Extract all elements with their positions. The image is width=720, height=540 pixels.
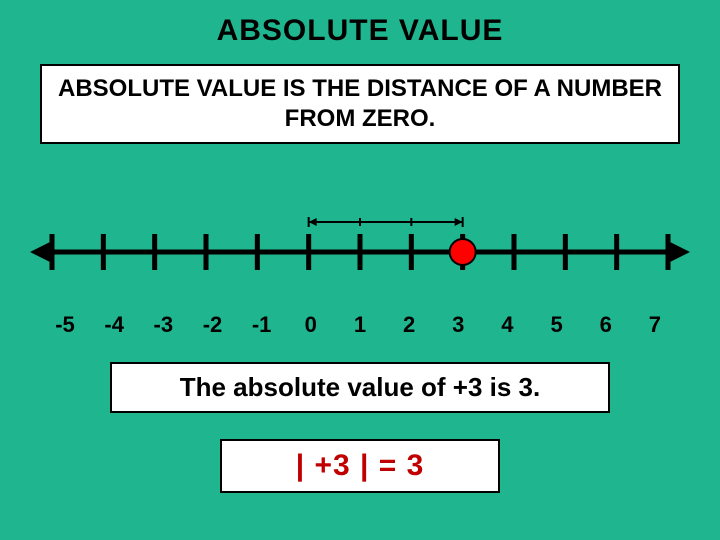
page-title: ABSOLUTE VALUE [0, 0, 720, 48]
tick-label: 5 [542, 312, 572, 338]
definition-box: ABSOLUTE VALUE IS THE DISTANCE OF A NUMB… [40, 64, 680, 144]
tick-label: -4 [99, 312, 129, 338]
tick-label: -5 [50, 312, 80, 338]
tick-label: -1 [247, 312, 277, 338]
tick-label: 7 [640, 312, 670, 338]
tick-label: -2 [197, 312, 227, 338]
tick-label: 0 [296, 312, 326, 338]
number-line [30, 182, 690, 302]
tick-label: 4 [492, 312, 522, 338]
tick-label: 1 [345, 312, 375, 338]
tick-labels-row: -5 -4 -3 -2 -1 01234567 [40, 312, 680, 338]
number-line-svg [30, 182, 690, 302]
statement-box: The absolute value of +3 is 3. [110, 362, 610, 413]
tick-label: 2 [394, 312, 424, 338]
tick-label: -3 [148, 312, 178, 338]
tick-label: 6 [591, 312, 621, 338]
equation-box: | +3 | = 3 [220, 439, 500, 493]
tick-label: 3 [443, 312, 473, 338]
